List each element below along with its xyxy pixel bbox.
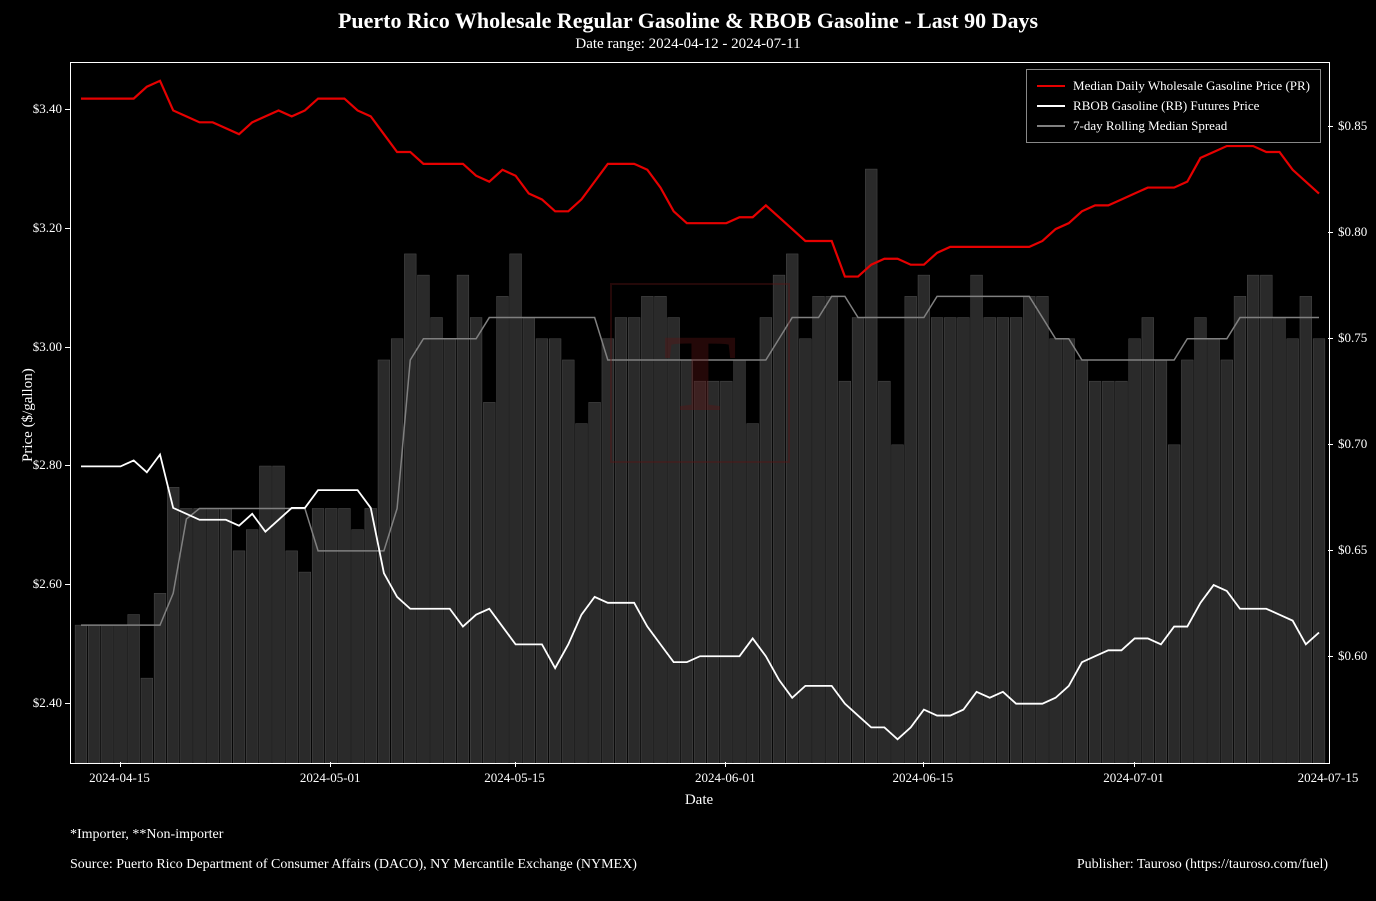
legend-swatch-icon — [1037, 125, 1065, 127]
plot-area: T Median Daily Wholesale Gasoline Price … — [70, 62, 1330, 764]
y-right-tick-label: $0.75 — [1338, 330, 1367, 346]
legend-swatch-icon — [1037, 85, 1065, 87]
y-left-tick-label: $3.00 — [33, 339, 62, 355]
x-axis-label: Date — [70, 792, 1328, 809]
y-left-tick-label: $3.40 — [33, 101, 62, 117]
legend-label: Median Daily Wholesale Gasoline Price (P… — [1073, 76, 1310, 96]
y-axis-left-label: Price ($/gallon) — [20, 368, 37, 462]
legend-box: Median Daily Wholesale Gasoline Price (P… — [1026, 69, 1321, 143]
chart-title: Puerto Rico Wholesale Regular Gasoline &… — [0, 8, 1376, 34]
x-tick-label: 2024-07-01 — [1094, 770, 1174, 786]
y-right-tick-label: $0.85 — [1338, 118, 1367, 134]
legend-label: RBOB Gasoline (RB) Futures Price — [1073, 96, 1259, 116]
y-left-tick-label: $2.40 — [33, 695, 62, 711]
x-tick-label: 2024-05-01 — [290, 770, 370, 786]
y-right-tick-label: $0.60 — [1338, 648, 1367, 664]
legend-label: 7-day Rolling Median Spread — [1073, 116, 1227, 136]
legend-swatch-icon — [1037, 105, 1065, 107]
y-left-tick-label: $2.80 — [33, 457, 62, 473]
y-right-tick-label: $0.65 — [1338, 542, 1367, 558]
x-tick-label: 2024-06-01 — [685, 770, 765, 786]
x-tick-label: 2024-07-15 — [1288, 770, 1368, 786]
watermark-icon: T — [610, 283, 790, 463]
y-right-tick-label: $0.80 — [1338, 224, 1367, 240]
y-left-tick-label: $3.20 — [33, 220, 62, 236]
legend-item: RBOB Gasoline (RB) Futures Price — [1037, 96, 1310, 116]
x-tick-label: 2024-05-15 — [475, 770, 555, 786]
y-left-tick-label: $2.60 — [33, 576, 62, 592]
footnote-source: Source: Puerto Rico Department of Consum… — [70, 857, 637, 873]
legend-item: 7-day Rolling Median Spread — [1037, 116, 1310, 136]
chart-container: Puerto Rico Wholesale Regular Gasoline &… — [0, 0, 1376, 901]
footnote-publisher: Publisher: Tauroso (https://tauroso.com/… — [1077, 857, 1328, 873]
footnote-importer: *Importer, **Non-importer — [70, 827, 223, 843]
spread-bars — [75, 169, 1325, 763]
x-tick-label: 2024-06-15 — [883, 770, 963, 786]
legend-item: Median Daily Wholesale Gasoline Price (P… — [1037, 76, 1310, 96]
x-tick-label: 2024-04-15 — [80, 770, 160, 786]
y-right-tick-label: $0.70 — [1338, 436, 1367, 452]
chart-subtitle: Date range: 2024-04-12 - 2024-07-11 — [0, 36, 1376, 53]
